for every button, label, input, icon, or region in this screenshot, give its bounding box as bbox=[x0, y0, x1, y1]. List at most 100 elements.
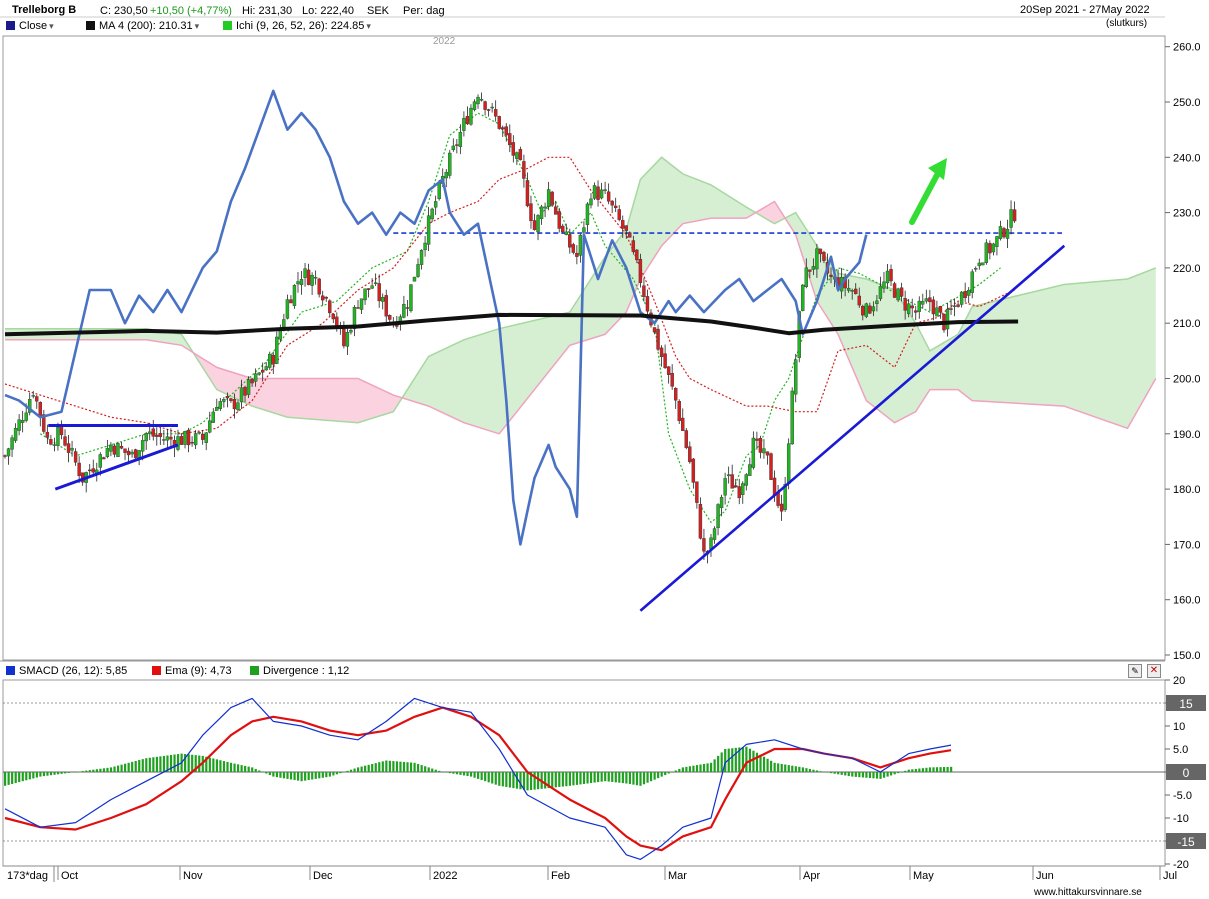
macd-tick-label: 10 bbox=[1173, 721, 1185, 733]
divergence-bar bbox=[268, 772, 271, 776]
close-panel-icon[interactable]: ✕ bbox=[1147, 664, 1161, 678]
divergence-bar bbox=[614, 772, 617, 783]
smacd-swatch-icon bbox=[6, 666, 15, 675]
legend-divergence-label: Divergence : 1,12 bbox=[263, 665, 350, 677]
candle-up bbox=[303, 268, 307, 278]
divergence-bar bbox=[106, 767, 109, 772]
price-tick-label: 240.0 bbox=[1173, 152, 1201, 164]
candle-down bbox=[621, 220, 625, 229]
month-label: Oct bbox=[61, 870, 79, 882]
divergence-bar bbox=[251, 767, 254, 772]
candle-down bbox=[737, 486, 741, 499]
divergence-bar bbox=[886, 772, 889, 777]
candle-up bbox=[716, 504, 720, 529]
candle-down bbox=[200, 433, 205, 440]
breakout-arrow-icon bbox=[909, 172, 940, 225]
candle-down bbox=[151, 428, 155, 437]
candle-down bbox=[617, 209, 621, 220]
divergence-bar bbox=[752, 750, 755, 772]
divergence-bar bbox=[646, 772, 649, 783]
settings-wrench-icon[interactable]: ✎ bbox=[1128, 664, 1142, 678]
candle-up bbox=[998, 226, 1003, 239]
candle-up bbox=[935, 307, 939, 317]
macd-value-box bbox=[1166, 695, 1206, 711]
divergence-bar bbox=[99, 768, 102, 772]
candle-down bbox=[42, 414, 46, 432]
divergence-bar bbox=[194, 755, 197, 772]
divergence-bar bbox=[770, 760, 773, 772]
candle-down bbox=[486, 109, 491, 111]
candle-down bbox=[3, 455, 7, 457]
divergence-bar bbox=[505, 772, 508, 787]
candle-up bbox=[105, 448, 110, 458]
divergence-bar bbox=[593, 772, 596, 783]
candle-up bbox=[462, 117, 466, 131]
candle-up bbox=[437, 181, 441, 200]
candle-up bbox=[970, 271, 974, 293]
divergence-bar bbox=[215, 759, 218, 772]
candle-up bbox=[448, 152, 452, 176]
divergence-bar bbox=[741, 747, 744, 772]
divergence-bar bbox=[628, 772, 632, 785]
candle-down bbox=[561, 225, 565, 233]
date-range: 20Sep 2021 - 27May 2022 bbox=[1020, 4, 1150, 16]
candle-up bbox=[592, 185, 597, 199]
candle-down bbox=[49, 439, 53, 445]
candle-up bbox=[296, 281, 300, 285]
candle-down bbox=[772, 477, 777, 496]
divergence-bar bbox=[777, 763, 780, 772]
candle-up bbox=[794, 359, 798, 395]
divergence-bar bbox=[441, 772, 444, 773]
divergence-bar bbox=[935, 767, 939, 772]
candle-down bbox=[102, 457, 106, 460]
divergence-bar bbox=[462, 772, 466, 776]
price-tick-label: 190.0 bbox=[1173, 429, 1201, 441]
divergence-bar bbox=[399, 761, 402, 772]
divergence-bar bbox=[582, 772, 586, 784]
candle-up bbox=[472, 101, 477, 110]
candle-up bbox=[264, 366, 268, 371]
divergence-bar bbox=[56, 772, 60, 775]
divergence-bar bbox=[321, 772, 324, 778]
candle-up bbox=[412, 276, 417, 282]
legend-close[interactable]: Close ▾ bbox=[6, 20, 54, 32]
candle-up bbox=[197, 432, 201, 434]
candle-down bbox=[260, 369, 265, 373]
divergence-bar bbox=[879, 772, 882, 779]
macd-value-box bbox=[1166, 833, 1206, 849]
legend-ma-label: MA 4 (200): 210.31 bbox=[99, 20, 193, 32]
candle-up bbox=[875, 300, 879, 304]
divergence-bar bbox=[667, 772, 670, 774]
candle-down bbox=[557, 211, 561, 229]
candle-up bbox=[215, 407, 219, 411]
candle-down bbox=[271, 354, 275, 365]
candle-down bbox=[73, 451, 78, 463]
divergence-bar bbox=[731, 748, 734, 772]
legend-ma[interactable]: MA 4 (200): 210.31 ▾ bbox=[86, 20, 199, 32]
candle-down bbox=[568, 234, 572, 248]
divergence-bar bbox=[85, 770, 88, 772]
candle-down bbox=[66, 443, 71, 453]
candle-up bbox=[599, 189, 604, 199]
divergence-bar bbox=[565, 772, 568, 787]
candle-up bbox=[589, 198, 593, 206]
divergence-bar bbox=[413, 762, 416, 772]
candle-up bbox=[815, 248, 819, 270]
candle-down bbox=[317, 278, 321, 295]
legend-ichi[interactable]: Ichi (9, 26, 52, 26): 224.85 ▾ bbox=[223, 20, 371, 32]
divergence-bar bbox=[286, 772, 289, 779]
candle-down bbox=[356, 307, 360, 309]
candle-up bbox=[451, 145, 456, 151]
divergence-bar bbox=[942, 767, 946, 772]
price-tick-label: 160.0 bbox=[1173, 595, 1201, 607]
divergence-bar bbox=[455, 772, 459, 775]
divergence-bar bbox=[625, 772, 628, 784]
divergence-bar bbox=[92, 769, 95, 772]
price-tick-label: 180.0 bbox=[1173, 484, 1201, 496]
candle-up bbox=[109, 444, 113, 452]
divergence-bar bbox=[544, 772, 547, 789]
candle-up bbox=[458, 132, 463, 147]
divergence-bar bbox=[868, 772, 872, 779]
candle-down bbox=[956, 304, 960, 307]
